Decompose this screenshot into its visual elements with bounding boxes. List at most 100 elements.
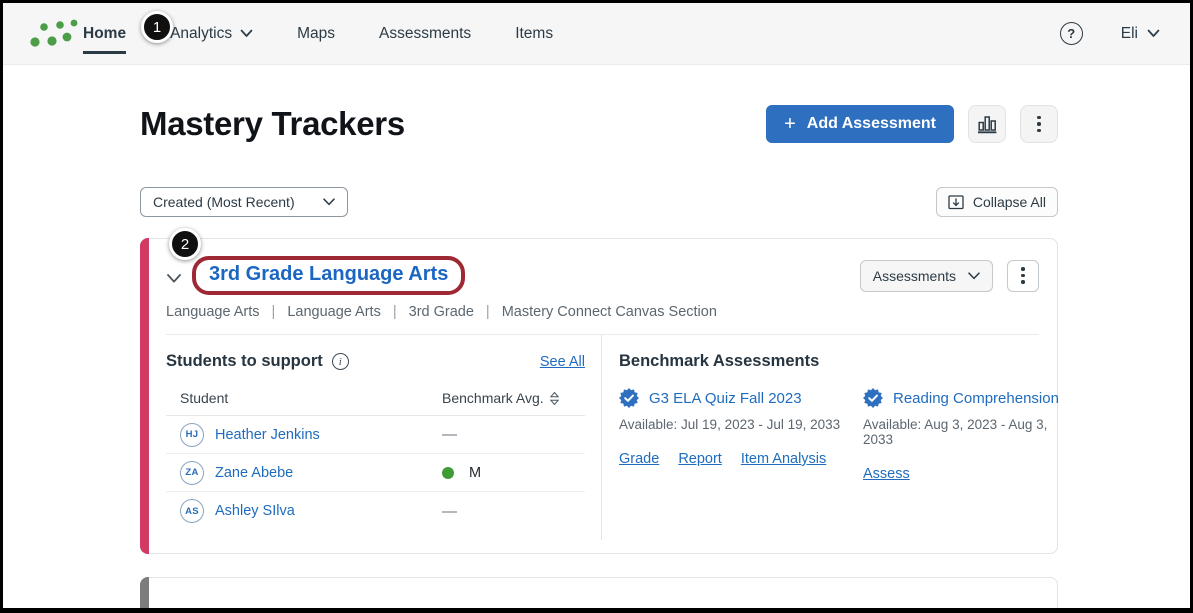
- user-name: Eli: [1120, 24, 1138, 42]
- avatar: HJ: [180, 422, 204, 447]
- benchmark-name-link[interactable]: G3 ELA Quiz Fall 2023: [649, 389, 802, 407]
- students-heading-row: Students to support i See All: [166, 352, 585, 371]
- student-row: HJ Heather Jenkins —: [166, 416, 585, 454]
- toolbar: Created (Most Recent) Collapse All: [140, 187, 1058, 217]
- user-menu[interactable]: Eli: [1121, 25, 1160, 43]
- page-header: Mastery Trackers + Add Assessment: [140, 105, 1058, 143]
- nav-item-items[interactable]: Items: [515, 3, 553, 65]
- mastery-level-dot: [442, 466, 454, 479]
- collapse-all-label: Collapse All: [972, 194, 1046, 210]
- avatar: AS: [180, 499, 204, 523]
- grade-link[interactable]: Grade: [619, 451, 660, 467]
- chart-view-button[interactable]: [968, 105, 1006, 143]
- benchmarks-heading-row: Benchmark Assessments: [619, 352, 1059, 371]
- breadcrumb-grade: 3rd Grade: [408, 304, 474, 320]
- annotation-highlight-box: 3rd Grade Language Arts: [192, 256, 466, 295]
- page-title: Mastery Trackers: [140, 105, 405, 142]
- benchmark-links: Grade Report Item Analysis: [619, 451, 863, 467]
- nav-item-analytics[interactable]: Analytics: [170, 3, 253, 65]
- tracker-assessments-dropdown[interactable]: Assessments: [859, 259, 993, 292]
- tracker-breadcrumb: Language Arts | Language Arts | 3rd Grad…: [166, 304, 1039, 320]
- student-row: AS Ashley SIlva —: [166, 492, 585, 530]
- breadcrumb-separator: |: [271, 304, 276, 320]
- plus-icon: +: [784, 113, 796, 135]
- header-actions: + Add Assessment: [766, 105, 1058, 143]
- no-score-dash: —: [442, 426, 457, 443]
- chevron-down-icon: [240, 29, 253, 38]
- nav-right: ? Eli: [1059, 22, 1160, 45]
- annotation-step-1: 1: [141, 11, 173, 43]
- nav-item-home[interactable]: Home: [83, 3, 127, 65]
- tracker-assessments-label: Assessments: [872, 267, 956, 284]
- tracker-card-next[interactable]: [140, 577, 1058, 608]
- add-assessment-label: Add Assessment: [806, 115, 936, 132]
- see-all-link[interactable]: See All: [539, 353, 585, 370]
- student-name-link[interactable]: Heather Jenkins: [215, 426, 320, 443]
- add-assessment-button[interactable]: + Add Assessment: [766, 105, 954, 143]
- breadcrumb-separator: |: [392, 304, 397, 320]
- sort-icon: [549, 391, 559, 405]
- sort-select-value: Created (Most Recent): [153, 194, 295, 210]
- benchmark-title-row: G3 ELA Quiz Fall 2023: [619, 388, 863, 408]
- masteryconnect-logo-icon[interactable]: [29, 17, 79, 51]
- chevron-down-icon: [322, 198, 335, 206]
- column-header-benchmark-avg[interactable]: Benchmark Avg.: [442, 390, 585, 406]
- kebab-icon: [1037, 115, 1041, 133]
- tracker-collapse-caret-icon[interactable]: [166, 273, 182, 284]
- nav-item-maps[interactable]: Maps: [297, 3, 335, 65]
- benchmark-seal-icon: [863, 388, 883, 408]
- collapse-all-button[interactable]: Collapse All: [935, 187, 1058, 217]
- benchmark-avg-cell: —: [442, 503, 585, 520]
- breadcrumb-separator: |: [485, 304, 490, 320]
- benchmark-item: Reading Comprehension Available: Aug 3, …: [863, 388, 1059, 482]
- nav-maps-label: Maps: [297, 24, 336, 42]
- benchmark-avg-cell: —: [442, 426, 585, 443]
- assess-link[interactable]: Assess: [863, 466, 910, 482]
- benchmark-title-row: Reading Comprehension: [863, 388, 1059, 408]
- tracker-card-body: Students to support i See All Student Be…: [166, 335, 1059, 540]
- benchmark-avg-label: Benchmark Avg.: [442, 390, 544, 406]
- top-nav: Home Analytics Maps Assessments Items ? …: [3, 3, 1190, 65]
- student-cell: HJ Heather Jenkins: [180, 422, 442, 447]
- column-header-student: Student: [180, 390, 229, 406]
- tracker-card: 3rd Grade Language Arts Assessments Lang: [140, 238, 1059, 554]
- student-name-link[interactable]: Ashley SIlva: [215, 503, 295, 519]
- page-kebab-menu-button[interactable]: [1020, 105, 1058, 143]
- breadcrumb-section: Mastery Connect Canvas Section: [501, 304, 717, 320]
- sort-select[interactable]: Created (Most Recent): [140, 187, 348, 217]
- chevron-down-icon: [968, 271, 980, 280]
- mastery-level-label: M: [469, 464, 482, 481]
- card-divider: [166, 334, 1039, 335]
- annotation-step-2: 2: [169, 228, 201, 260]
- info-icon[interactable]: i: [331, 353, 349, 370]
- benchmark-links: Assess: [863, 466, 1059, 482]
- help-icon[interactable]: ?: [1059, 22, 1083, 45]
- nav-assessments-label: Assessments: [379, 24, 472, 42]
- student-row: ZA Zane Abebe M: [166, 454, 585, 492]
- tracker-card-actions: Assessments: [859, 259, 1039, 292]
- student-cell: AS Ashley SIlva: [180, 499, 442, 523]
- tracker-title-link[interactable]: 3rd Grade Language Arts: [209, 263, 449, 285]
- collapse-icon: [948, 194, 964, 209]
- bar-chart-icon: [978, 116, 997, 134]
- tracker-card-header: 3rd Grade Language Arts Assessments: [166, 256, 1039, 295]
- nav-home-label: Home: [83, 24, 127, 42]
- benchmark-name-link[interactable]: Reading Comprehension: [893, 389, 1059, 407]
- kebab-icon: [1021, 267, 1025, 284]
- avatar: ZA: [180, 460, 204, 485]
- student-name-link[interactable]: Zane Abebe: [215, 464, 294, 481]
- tracker-kebab-menu-button[interactable]: [1007, 259, 1039, 292]
- main-content: Mastery Trackers + Add Assessment: [3, 105, 1190, 608]
- students-table-header: Student Benchmark Avg.: [166, 390, 585, 416]
- breadcrumb-course: Language Arts: [287, 304, 381, 320]
- nav-item-assessments[interactable]: Assessments: [379, 3, 471, 65]
- no-score-dash: —: [442, 502, 457, 520]
- primary-nav: Home Analytics Maps Assessments Items: [83, 3, 553, 65]
- item-analysis-link[interactable]: Item Analysis: [740, 451, 827, 467]
- report-link[interactable]: Report: [678, 451, 722, 467]
- benchmark-item: G3 ELA Quiz Fall 2023 Available: Jul 19,…: [619, 388, 863, 482]
- breadcrumb-subject: Language Arts: [166, 304, 260, 320]
- benchmark-seal-icon: [619, 388, 639, 408]
- benchmark-availability: Available: Aug 3, 2023 - Aug 3, 2033: [863, 417, 1048, 447]
